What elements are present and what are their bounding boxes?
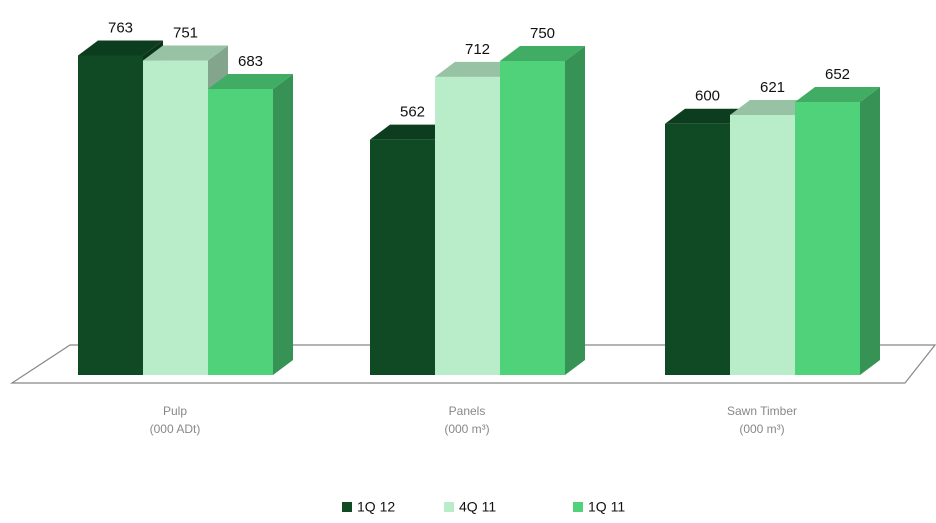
bar xyxy=(730,114,795,376)
category-unit: (000 ADt) xyxy=(150,422,201,436)
bar xyxy=(143,60,208,376)
bar-top xyxy=(500,45,585,61)
legend-label: 1Q 12 xyxy=(357,499,395,515)
legend-label: 1Q 11 xyxy=(588,499,625,515)
value-label: 751 xyxy=(173,24,198,41)
bar-top xyxy=(143,45,228,61)
category-unit: (000 m³) xyxy=(444,422,489,436)
bar-top xyxy=(730,99,815,115)
bar xyxy=(78,55,143,376)
bar xyxy=(500,60,565,375)
bar xyxy=(665,123,730,375)
legend-swatch xyxy=(444,502,454,512)
legend-swatch xyxy=(342,502,352,512)
legend-swatch xyxy=(573,502,583,512)
value-label: 763 xyxy=(108,19,133,36)
value-label: 621 xyxy=(760,79,785,96)
bar-top xyxy=(370,124,455,140)
value-label: 562 xyxy=(400,104,425,121)
category-label: Pulp xyxy=(163,404,187,418)
bar xyxy=(208,88,273,376)
bar-side xyxy=(860,86,880,375)
value-label: 712 xyxy=(465,41,490,58)
bar xyxy=(370,139,435,375)
bar-side xyxy=(273,73,293,376)
legend-label: 4Q 11 xyxy=(459,499,496,515)
category-unit: (000 m³) xyxy=(739,422,784,436)
bar-side xyxy=(565,45,585,375)
value-label: 600 xyxy=(695,88,720,105)
bar-top xyxy=(665,108,750,124)
value-label: 750 xyxy=(530,25,555,42)
value-label: 683 xyxy=(238,53,263,70)
bar xyxy=(795,101,860,375)
bar xyxy=(435,76,500,375)
bar-top xyxy=(78,40,163,56)
category-label: Panels xyxy=(449,404,486,418)
bar-top xyxy=(435,61,520,77)
value-label: 652 xyxy=(825,66,850,83)
bar-top xyxy=(795,86,880,102)
category-label: Sawn Timber xyxy=(727,404,797,418)
bar-top xyxy=(208,73,293,89)
